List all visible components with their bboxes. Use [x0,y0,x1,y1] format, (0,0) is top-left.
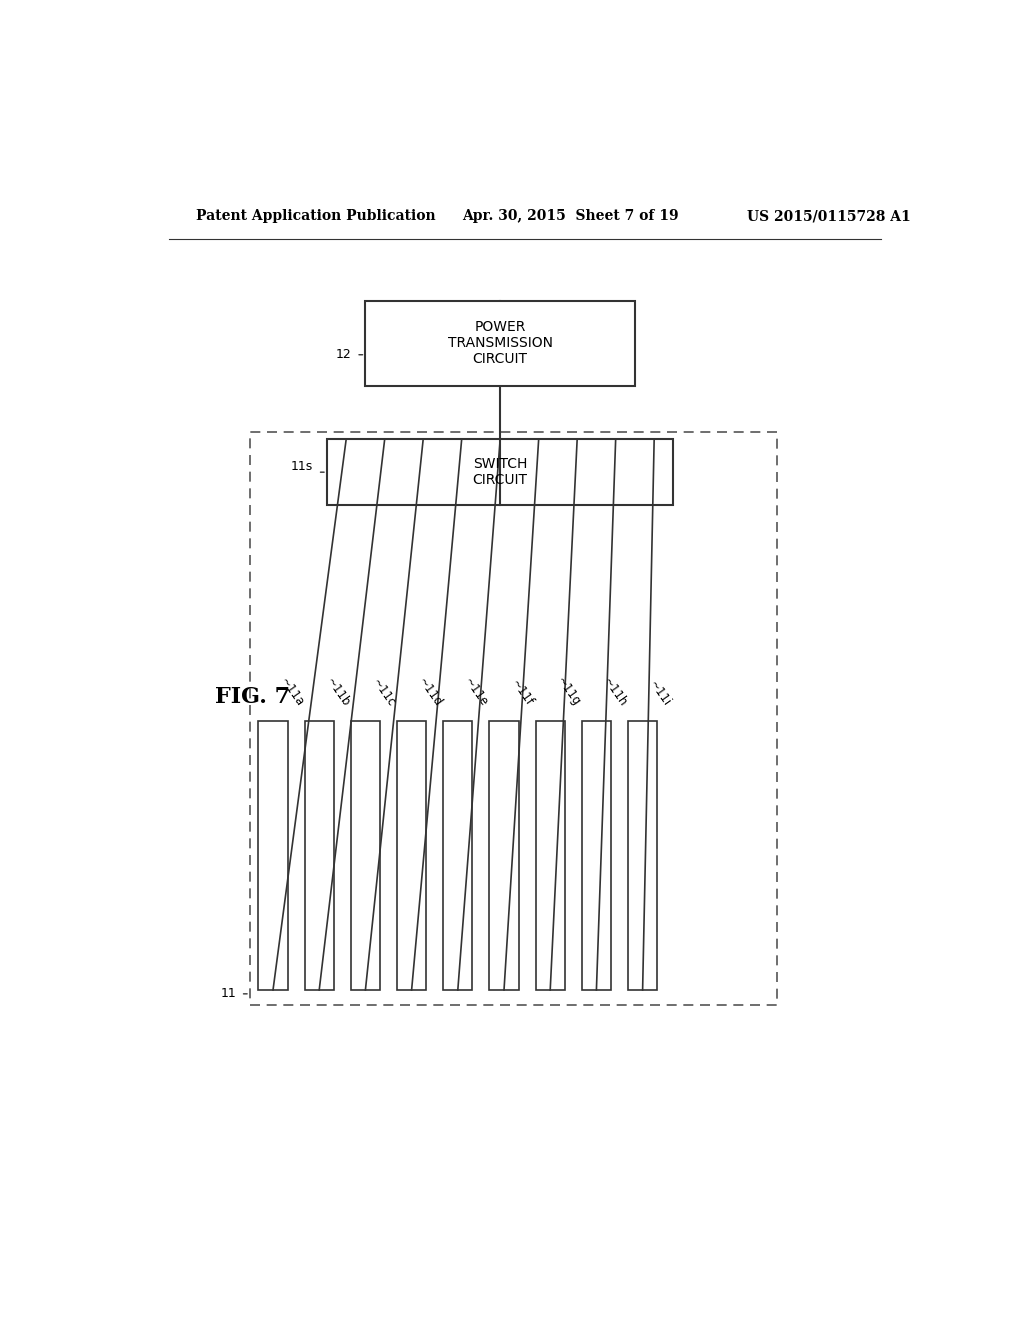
Bar [351,721,380,990]
Bar [258,721,288,990]
Text: Patent Application Publication: Patent Application Publication [196,209,435,223]
Bar [366,301,635,385]
Text: Apr. 30, 2015  Sheet 7 of 19: Apr. 30, 2015 Sheet 7 of 19 [462,209,678,223]
Bar [250,432,777,1006]
Text: ~11i: ~11i [646,678,674,709]
Text: ~11h: ~11h [600,675,630,709]
Text: ~11b: ~11b [323,675,352,709]
Text: ~11f: ~11f [508,677,536,709]
Bar [304,721,334,990]
Text: ~11c: ~11c [370,676,398,709]
Text: ~11g: ~11g [554,675,584,709]
Bar [582,721,611,990]
Bar [397,721,426,990]
Bar [628,721,657,990]
Text: FIG. 7: FIG. 7 [215,686,291,709]
Text: ~11d: ~11d [416,675,444,709]
Text: US 2015/0115728 A1: US 2015/0115728 A1 [746,209,910,223]
Text: ~11e: ~11e [462,675,490,709]
Text: POWER
TRANSMISSION
CIRCUIT: POWER TRANSMISSION CIRCUIT [447,319,553,367]
Text: ~11a: ~11a [276,675,306,709]
Text: SWITCH
CIRCUIT: SWITCH CIRCUIT [473,457,527,487]
Text: 11: 11 [220,987,237,1001]
Text: 12: 12 [336,348,351,362]
Text: 11s: 11s [291,459,313,473]
Bar [536,721,565,990]
Bar [489,721,518,990]
Bar [443,721,472,990]
Bar [327,440,674,506]
